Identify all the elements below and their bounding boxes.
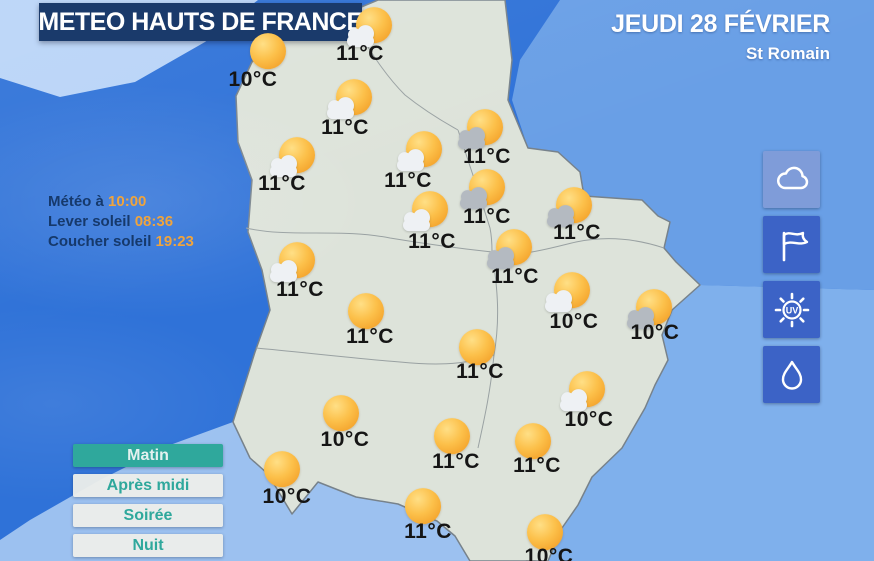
temperature-label: 11°C — [513, 454, 561, 477]
rain-drop-icon — [781, 360, 802, 390]
time-button-nuit[interactable]: Nuit — [73, 534, 223, 557]
sun-icon — [405, 488, 441, 525]
cloud-icon — [270, 155, 297, 178]
weather-icon-sun-white-cloud — [403, 190, 450, 232]
temperature-label: 11°C — [463, 205, 511, 228]
rain-drop-icon-button[interactable] — [763, 346, 820, 403]
cloud-icon — [776, 166, 808, 189]
sun-icon — [250, 33, 286, 70]
cloud-icon-button[interactable] — [763, 151, 820, 208]
forecast-time-line: Météo à 10:00 — [48, 192, 194, 212]
time-button-soiree[interactable]: Soirée — [73, 504, 223, 527]
sunset-line: Coucher soleil 19:23 — [48, 232, 194, 252]
weather-icon-sun-white-cloud — [327, 78, 374, 120]
svg-text:UV: UV — [785, 305, 798, 315]
cloud-icon — [403, 209, 430, 232]
temperature-label: 10°C — [262, 485, 312, 508]
weather-icon-sun-gray-cloud — [627, 288, 674, 330]
temperature-label: 11°C — [491, 265, 539, 288]
cloud-icon — [397, 149, 424, 172]
sunset-label: Coucher soleil — [48, 233, 152, 250]
weather-icon-sunny — [430, 415, 474, 457]
date-label: JEUDI 28 FÉVRIER — [611, 10, 830, 38]
weather-icon-sunny — [401, 485, 445, 527]
temperature-label: 11°C — [553, 221, 601, 244]
temperature-label: 11°C — [463, 145, 511, 168]
weather-icon-sun-gray-cloud — [547, 186, 594, 228]
location-label: St Romain — [745, 44, 830, 63]
date-header: JEUDI 28 FÉVRIER St Romain — [611, 10, 830, 64]
temperature-label: 10°C — [228, 68, 278, 91]
temperature-label: 11°C — [384, 169, 432, 192]
layer-buttons: UV — [763, 151, 820, 411]
temperature-label: 11°C — [404, 520, 452, 543]
weather-icon-sun-white-cloud — [397, 130, 444, 172]
temperature-label: 11°C — [258, 172, 306, 195]
title-banner: METEO HAUTS DE FRANCE — [38, 3, 363, 41]
cloud-icon — [560, 389, 587, 412]
cloud-icon — [460, 187, 487, 210]
cloud-icon — [347, 25, 374, 48]
weather-icon-sunny — [523, 511, 567, 553]
temperature-label: 10°C — [630, 321, 680, 344]
time-button-matin[interactable]: Matin — [73, 444, 223, 467]
wind-flag-icon — [782, 231, 808, 261]
time-button-apres-midi[interactable]: Après midi — [73, 474, 223, 497]
cloud-icon — [458, 127, 485, 150]
uv-index-icon: UV — [774, 292, 809, 327]
weather-icon-sunny — [246, 30, 290, 72]
sunset-value: 19:23 — [155, 233, 194, 250]
cloud-icon — [327, 97, 354, 120]
temperature-label: 11°C — [276, 278, 324, 301]
temperature-label: 11°C — [408, 230, 456, 253]
sun-icon — [515, 423, 551, 460]
sunrise-line: Lever soleil 08:36 — [48, 212, 194, 232]
temperature-label: 11°C — [432, 450, 480, 473]
temperature-label: 10°C — [320, 428, 370, 451]
temperature-label: 10°C — [564, 408, 614, 431]
temperature-label: 11°C — [336, 42, 384, 65]
time-of-day-buttons: Matin Après midi Soirée Nuit — [73, 444, 223, 561]
sun-icon — [434, 418, 470, 455]
sun-icon — [264, 451, 300, 488]
sunrise-label: Lever soleil — [48, 213, 131, 230]
sun-icon — [459, 329, 495, 366]
weather-icon-sunny — [344, 290, 388, 332]
sun-icon — [323, 395, 359, 432]
weather-icon-sun-gray-cloud — [458, 108, 505, 150]
cloud-icon — [545, 290, 572, 313]
weather-icon-sun-gray-cloud — [487, 228, 534, 270]
weather-icon-sun-white-cloud — [545, 271, 592, 313]
temperature-label: 11°C — [321, 116, 369, 139]
cloud-icon — [547, 205, 574, 228]
cloud-icon — [487, 247, 514, 270]
weather-icon-sun-white-cloud — [347, 6, 394, 48]
sun-icon — [348, 293, 384, 330]
page-title: METEO HAUTS DE FRANCE — [38, 7, 363, 36]
weather-icon-sun-white-cloud — [560, 370, 607, 412]
weather-icon-sunny — [511, 420, 555, 462]
temperature-label: 10°C — [524, 545, 574, 561]
temperature-label: 11°C — [456, 360, 504, 383]
temperature-label: 11°C — [346, 325, 394, 348]
forecast-time-label: Météo à — [48, 193, 104, 210]
cloud-icon — [627, 307, 654, 330]
temperature-label: 10°C — [549, 310, 599, 333]
weather-icon-sunny — [260, 448, 304, 490]
department-borders — [245, 17, 665, 449]
forecast-time-value: 10:00 — [108, 193, 147, 210]
sunrise-value: 08:36 — [134, 213, 174, 230]
weather-icon-sunny — [319, 392, 363, 434]
sun-icon — [527, 514, 563, 551]
weather-icon-sun-white-cloud — [270, 241, 317, 283]
weather-icon-sun-gray-cloud — [460, 168, 507, 210]
weather-icon-sunny — [455, 326, 499, 368]
sun-info-panel: Météo à 10:00 Lever soleil 08:36 Coucher… — [48, 192, 194, 252]
wind-flag-icon-button[interactable] — [763, 216, 820, 273]
weather-icon-sun-white-cloud — [270, 136, 317, 178]
cloud-icon — [270, 260, 297, 283]
uv-index-icon-button[interactable]: UV — [763, 281, 820, 338]
